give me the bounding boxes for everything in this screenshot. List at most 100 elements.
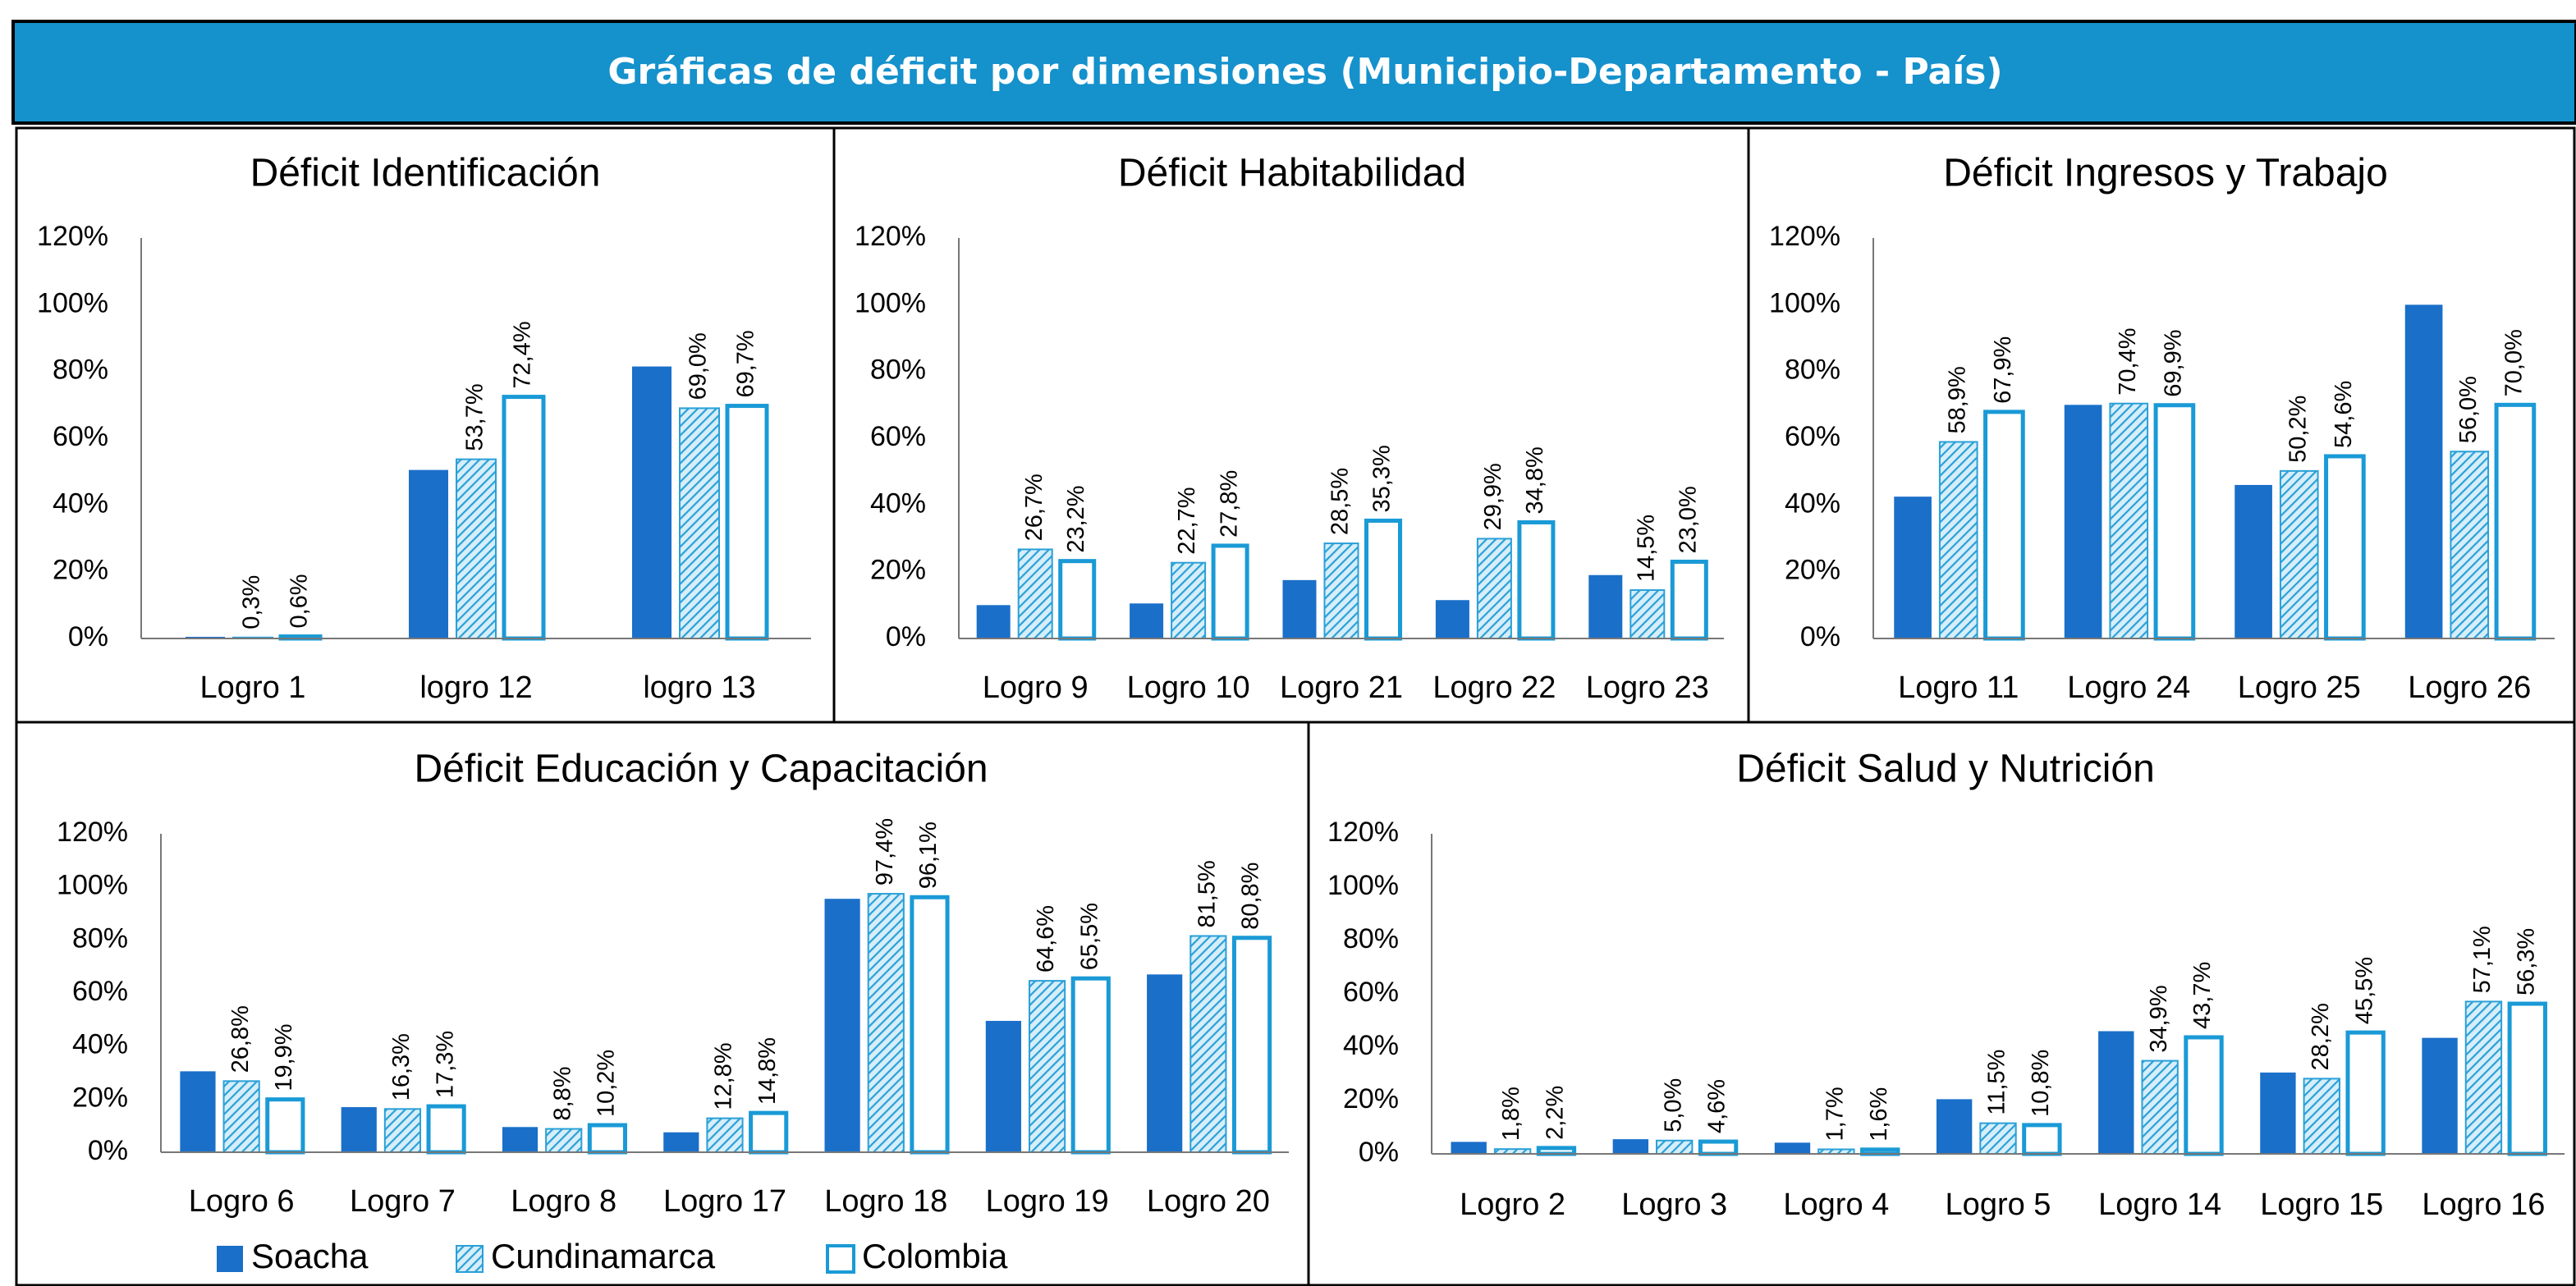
x-tick-label: Logro 8 [511, 1184, 616, 1219]
data-label: 23,2% [1063, 485, 1089, 552]
legend-label: Soacha [251, 1237, 369, 1275]
chart-title: Déficit Identificación [250, 152, 601, 195]
bar [1028, 980, 1066, 1154]
bar [2153, 403, 2196, 641]
legend-label: Cundinamarca [491, 1237, 716, 1275]
y-tick-label: 20% [72, 1082, 128, 1113]
x-tick-label: Logro 21 [1280, 670, 1403, 705]
bar [2064, 405, 2102, 638]
data-label: 34,9% [2146, 985, 2172, 1052]
bar [867, 893, 905, 1154]
bar [1894, 497, 1932, 638]
y-tick-label: 0% [1359, 1137, 1399, 1168]
y-tick-label: 80% [870, 355, 926, 386]
bar [706, 1117, 744, 1153]
x-tick-label: Logro 20 [1147, 1184, 1270, 1219]
data-label: 70,4% [2115, 327, 2141, 395]
y-tick-label: 80% [53, 355, 108, 386]
data-label: 81,5% [1194, 860, 1221, 927]
y-tick-label: 0% [1800, 621, 1840, 652]
bar [456, 458, 497, 639]
bar [409, 469, 448, 638]
data-label: 4,6% [1704, 1079, 1730, 1133]
bar [985, 1020, 1021, 1152]
x-tick-label: Logro 6 [189, 1184, 295, 1219]
data-label: 1,7% [1822, 1087, 1849, 1141]
bar [749, 1110, 789, 1155]
y-tick-label: 100% [57, 870, 128, 901]
data-label: 8,8% [549, 1066, 575, 1120]
y-tick-label: 120% [57, 817, 128, 848]
bar [2022, 1123, 2062, 1156]
bar [426, 1104, 466, 1155]
bar [383, 1108, 422, 1153]
data-label: 54,6% [2331, 381, 2357, 448]
x-tick-label: Logro 1 [200, 670, 306, 705]
bar [222, 1080, 260, 1154]
bar [1612, 1139, 1649, 1154]
legend-label: Colombia [862, 1237, 1008, 1275]
bar [2279, 469, 2319, 639]
data-label: 67,9% [1990, 336, 2016, 404]
x-tick-label: Logro 23 [1586, 670, 1709, 705]
data-label: 0,3% [239, 575, 265, 629]
x-tick-label: Logro 22 [1432, 670, 1556, 705]
chart-title: Déficit Salud y Nutrición [1736, 748, 2155, 791]
data-label: 28,2% [2308, 1003, 2334, 1070]
y-tick-label: 20% [1785, 555, 1840, 586]
x-tick-label: Logro 26 [2408, 670, 2531, 705]
y-tick-label: 120% [1327, 817, 1399, 848]
y-tick-label: 60% [1343, 977, 1399, 1008]
bar [679, 407, 720, 639]
data-label: 19,9% [271, 1023, 297, 1091]
data-label: 65,5% [1076, 903, 1102, 970]
bar [1435, 600, 1469, 638]
data-label: 50,2% [2285, 396, 2311, 463]
data-label: 10,2% [594, 1050, 620, 1117]
data-label: 29,9% [1480, 463, 1506, 530]
bar [1656, 1139, 1694, 1155]
bar [2422, 1037, 2458, 1154]
x-tick-label: Logro 3 [1621, 1188, 1727, 1222]
data-label: 26,7% [1021, 474, 1047, 541]
bar [1189, 935, 1227, 1153]
bar [587, 1123, 627, 1155]
legend-swatch [456, 1245, 484, 1273]
bar [1147, 974, 1183, 1152]
chart-title: Déficit Habitabilidad [1118, 152, 1466, 195]
data-label: 35,3% [1369, 445, 1396, 512]
x-tick-label: Logro 25 [2238, 670, 2361, 705]
chart-title: Déficit Educación y Capacitación [414, 748, 988, 791]
bar [1588, 574, 1623, 638]
data-label: 14,5% [1633, 515, 1659, 582]
bar [1938, 441, 1978, 639]
y-tick-label: 60% [1785, 421, 1840, 452]
x-tick-label: Logro 24 [2067, 670, 2190, 705]
bar [1670, 559, 1708, 641]
x-tick-label: Logro 19 [986, 1184, 1109, 1219]
y-tick-label: 120% [37, 221, 108, 252]
y-tick-label: 100% [1769, 287, 1840, 318]
bar [502, 1127, 539, 1152]
x-tick-label: logro 13 [643, 670, 755, 705]
data-label: 5,0% [1660, 1078, 1686, 1133]
y-tick-label: 100% [37, 287, 108, 318]
bar [502, 395, 546, 641]
bar [1171, 561, 1207, 639]
bar [663, 1132, 699, 1152]
bar [2494, 402, 2537, 641]
bar [1451, 1142, 1487, 1154]
x-tick-label: Logro 9 [983, 670, 1089, 705]
data-label: 69,9% [2161, 330, 2187, 397]
bar [1983, 410, 2025, 641]
y-tick-label: 60% [72, 976, 128, 1007]
legend-swatch [826, 1244, 855, 1274]
data-label: 28,5% [1327, 468, 1354, 535]
y-tick-label: 20% [53, 555, 108, 586]
bar [1017, 548, 1053, 639]
bar [1231, 936, 1272, 1155]
y-tick-label: 80% [1343, 923, 1399, 954]
data-label: 57,1% [2469, 926, 2496, 993]
x-tick-label: Logro 16 [2422, 1188, 2545, 1222]
bar [1774, 1142, 1811, 1154]
